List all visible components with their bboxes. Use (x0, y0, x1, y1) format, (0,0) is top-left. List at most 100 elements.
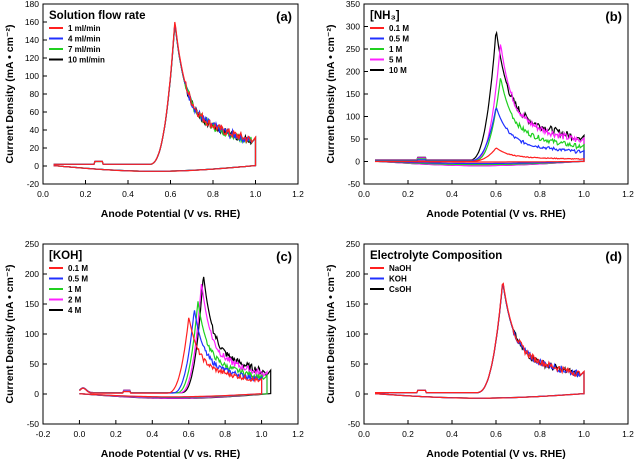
x-tick-label: 0.0 (37, 189, 49, 199)
series-line (79, 310, 263, 398)
legend-entry: 1 ml/min (68, 24, 101, 33)
y-tick-label: 350 (346, 0, 360, 9)
series-line (374, 30, 585, 167)
legend-entry: 4 ml/min (68, 35, 101, 44)
x-tick-label: 0.6 (490, 189, 502, 199)
panel-label: (b) (605, 9, 622, 24)
y-tick-label: 50 (30, 359, 40, 369)
y-tick-label: -50 (348, 179, 361, 189)
x-tick-label: 1.2 (292, 189, 304, 199)
chart-panel: 0.0 0.2 0.4 0.6 0.8 1.0 1.2 -20 0 20 40 60 80 100 120 1… (4, 0, 304, 220)
x-tick-label: 1.2 (622, 189, 634, 199)
x-tick-label: 1.0 (256, 429, 268, 439)
legend-entry: 0.5 M (68, 275, 88, 284)
legend-entry: 5 M (389, 56, 403, 65)
y-tick-label: 250 (346, 239, 360, 249)
x-tick-label: 0.0 (358, 189, 370, 199)
chart-panel: 0.0 0.2 0.4 0.6 0.8 1.0 1.2 -50 0 50 100 150 200 250 3… (325, 0, 634, 220)
series-line (374, 78, 585, 166)
x-tick-label: 0.4 (146, 429, 158, 439)
y-tick-label: 40 (30, 125, 40, 135)
y-tick-label: 0 (355, 389, 360, 399)
series-line (374, 107, 585, 165)
x-tick-label: 0.2 (80, 189, 92, 199)
y-tick-label: 0 (34, 389, 39, 399)
x-tick-label: 0.8 (534, 189, 546, 199)
y-tick-label: 100 (25, 329, 39, 339)
x-tick-label: 1.2 (292, 429, 304, 439)
panel-label: (a) (276, 9, 292, 24)
series-line (53, 21, 257, 172)
x-tick-label: 0.2 (402, 429, 414, 439)
y-tick-label: 0 (355, 157, 360, 167)
series-line (374, 283, 585, 399)
y-tick-label: 300 (346, 22, 360, 32)
chart-title: [NH₃] (370, 10, 400, 22)
x-tick-label: 0.4 (446, 189, 458, 199)
series-line (79, 301, 268, 398)
y-tick-label: 150 (25, 299, 39, 309)
y-tick-label: 160 (25, 17, 39, 27)
x-tick-label: 0.8 (534, 429, 546, 439)
y-tick-label: 200 (346, 67, 360, 77)
x-tick-label: 1.0 (578, 189, 590, 199)
y-tick-label: 120 (25, 53, 39, 63)
series-line (79, 276, 272, 399)
legend-entry: 2 M (68, 296, 82, 305)
x-tick-label: 0.6 (165, 189, 177, 199)
chart-title: [KOH] (49, 250, 82, 262)
x-axis-label: Anode Potential (V vs. RHE) (101, 208, 240, 220)
y-tick-label: 200 (346, 269, 360, 279)
legend-entry: 10 M (389, 66, 407, 75)
y-axis-label: Current Density (mA • cm⁻²) (325, 265, 337, 404)
chart-title: Solution flow rate (49, 10, 145, 22)
y-tick-label: 250 (25, 239, 39, 249)
series-line (374, 282, 585, 399)
legend-entry: CsOH (389, 285, 411, 294)
x-tick-label: 0.4 (122, 189, 134, 199)
y-tick-label: -50 (27, 419, 40, 429)
legend-entry: KOH (389, 275, 407, 284)
x-tick-label: 1.0 (578, 429, 590, 439)
x-axis-label: Anode Potential (V vs. RHE) (101, 448, 240, 460)
y-tick-label: 200 (25, 269, 39, 279)
y-tick-label: 140 (25, 35, 39, 45)
x-tick-label: 1.0 (250, 189, 262, 199)
y-tick-label: 80 (30, 89, 40, 99)
y-tick-label: 100 (346, 112, 360, 122)
y-tick-label: -50 (348, 419, 361, 429)
x-tick-label: 0.2 (110, 429, 122, 439)
x-tick-label: 0.0 (74, 429, 86, 439)
y-tick-label: 20 (30, 143, 40, 153)
y-tick-label: 100 (346, 329, 360, 339)
series-line (79, 284, 268, 399)
legend-entry: NaOH (389, 264, 411, 273)
panel-label: (c) (276, 249, 292, 264)
series-line (375, 147, 585, 163)
panel-label: (d) (605, 249, 622, 264)
y-axis-label: Current Density (mA • cm⁻²) (4, 25, 16, 164)
legend-entry: 1 M (68, 285, 82, 294)
chart-title: Electrolyte Composition (370, 250, 502, 262)
y-tick-label: 150 (346, 299, 360, 309)
y-tick-label: 50 (351, 134, 361, 144)
y-tick-label: 100 (25, 71, 39, 81)
x-tick-label: 0.8 (219, 429, 231, 439)
y-axis-label: Current Density (mA • cm⁻²) (4, 265, 16, 404)
x-tick-label: 0.2 (402, 189, 414, 199)
x-tick-label: 0.4 (446, 429, 458, 439)
series-line (374, 284, 585, 399)
y-tick-label: 180 (25, 0, 39, 9)
chart-panel: 0.0 0.2 0.4 0.6 0.8 1.0 1.2 -50 0 50 100 150 200 250 A… (325, 239, 634, 460)
x-axis-label: Anode Potential (V vs. RHE) (426, 448, 565, 460)
legend-entry: 1 M (389, 45, 403, 54)
x-tick-label: 1.2 (622, 429, 634, 439)
y-tick-label: 50 (351, 359, 361, 369)
x-tick-label: 0.0 (358, 429, 370, 439)
y-tick-label: 0 (34, 161, 39, 171)
x-tick-label: 0.6 (183, 429, 195, 439)
x-axis-label: Anode Potential (V vs. RHE) (426, 208, 565, 220)
series-line (79, 317, 263, 398)
y-tick-label: 60 (30, 107, 40, 117)
